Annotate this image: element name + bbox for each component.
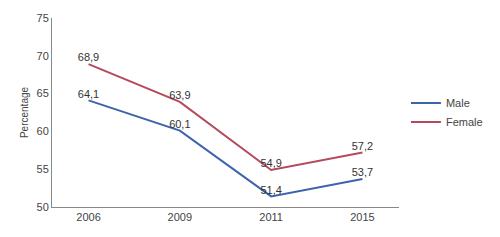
svg-text:Percentage: Percentage [19,86,30,138]
svg-text:2006: 2006 [76,211,100,223]
svg-text:68,9: 68,9 [78,51,99,63]
svg-text:54,9: 54,9 [260,157,281,169]
svg-text:Female: Female [446,116,483,128]
svg-text:51,4: 51,4 [260,184,281,196]
svg-text:Male: Male [446,97,470,109]
svg-text:70: 70 [37,50,49,62]
svg-text:55: 55 [37,163,49,175]
svg-text:2009: 2009 [168,211,192,223]
svg-text:50: 50 [37,201,49,213]
svg-text:60: 60 [37,125,49,137]
svg-text:2011: 2011 [259,211,283,223]
svg-text:53,7: 53,7 [352,166,373,178]
svg-text:2015: 2015 [350,211,374,223]
svg-text:63,9: 63,9 [169,89,190,101]
svg-text:64,1: 64,1 [78,88,99,100]
svg-text:57,2: 57,2 [352,140,373,152]
svg-text:65: 65 [37,87,49,99]
svg-text:75: 75 [37,12,49,24]
svg-text:60,1: 60,1 [169,118,190,130]
